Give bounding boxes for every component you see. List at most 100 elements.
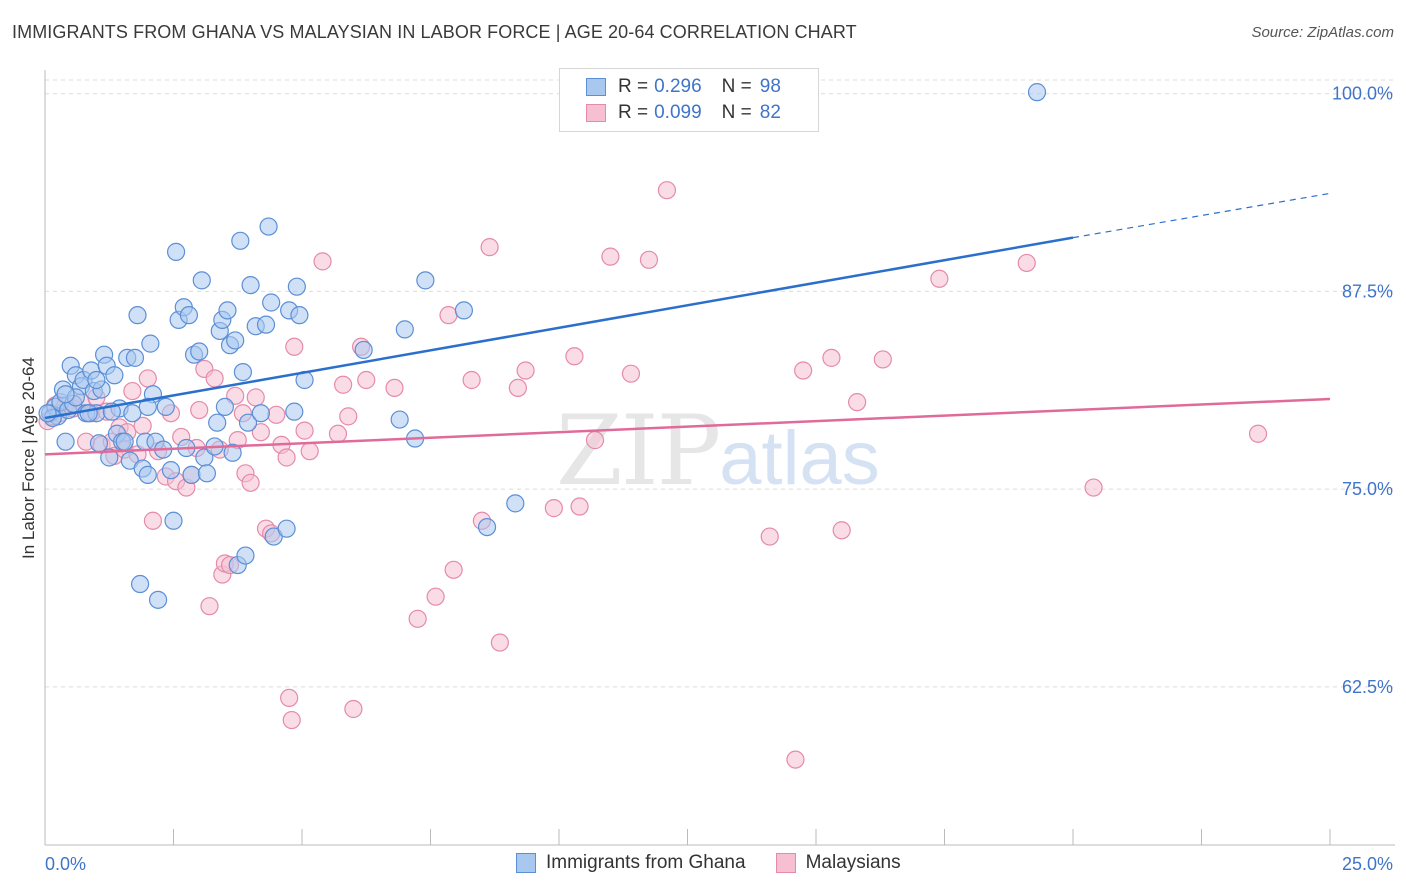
malaysians-point xyxy=(462,370,481,390)
ghana-point xyxy=(89,434,109,453)
legend-swatch-malaysians xyxy=(586,104,606,122)
malaysians-point xyxy=(357,370,376,390)
bottom-legend-swatch-malaysians xyxy=(775,853,796,873)
ghana-point xyxy=(1027,83,1047,102)
watermark: ZIPatlas xyxy=(556,395,880,507)
malaysians-point xyxy=(282,710,301,730)
y-tick-label: 62.5% xyxy=(1342,677,1393,697)
ghana-point xyxy=(182,465,201,484)
malaysians-point xyxy=(328,424,348,443)
ghana-point xyxy=(416,271,435,290)
malaysians-point xyxy=(930,269,949,288)
legend-r-label: R = xyxy=(618,76,649,97)
legend-row-ghana: R = 0.296 N = 98 xyxy=(586,75,781,99)
ghana-trend-line xyxy=(44,236,1074,420)
ghana-point xyxy=(87,370,106,390)
legend-n-label: N = xyxy=(721,76,752,97)
y-tick-label: 87.5% xyxy=(1342,281,1393,301)
ghana-point xyxy=(390,410,409,429)
ghana-point xyxy=(56,432,75,451)
malaysians-point xyxy=(439,306,458,325)
x-tick-label: 0.0% xyxy=(45,854,86,874)
ghana-point xyxy=(190,342,209,361)
malaysians-point xyxy=(200,597,219,616)
ghana-point xyxy=(164,511,183,530)
malaysians-point xyxy=(760,527,779,546)
ghana-point xyxy=(123,404,142,423)
legend-r-value: 0.296 xyxy=(654,76,702,97)
malaysians-point xyxy=(480,238,499,257)
malaysians-point xyxy=(205,369,224,388)
ghana-point xyxy=(215,397,234,416)
malaysians-point xyxy=(516,361,535,380)
ghana-point xyxy=(138,397,157,416)
ghana-point xyxy=(262,293,281,312)
malaysians-point xyxy=(190,400,209,420)
legend-n-label: N = xyxy=(721,102,752,123)
malaysians-point xyxy=(385,378,404,398)
malaysians-point xyxy=(1084,478,1103,497)
malaysians-point xyxy=(295,421,314,440)
bottom-legend: Immigrants from Ghana Malaysians xyxy=(516,852,931,874)
malaysians-point xyxy=(570,497,589,516)
ghana-point xyxy=(285,402,304,421)
ghana-point xyxy=(105,366,124,385)
ghana-point xyxy=(223,443,242,462)
malaysians-point xyxy=(848,393,867,412)
ghana-point xyxy=(115,432,134,451)
malaysians-point xyxy=(344,699,363,719)
ghana-point xyxy=(192,271,211,290)
bottom-legend-label-ghana: Immigrants from Ghana xyxy=(546,852,746,873)
source-label: Source: ZipAtlas.com xyxy=(1251,24,1394,41)
malaysians-point xyxy=(1248,424,1268,443)
ghana-point xyxy=(166,242,186,261)
legend: R = 0.296 N = 98 R = 0.099 N = 82 xyxy=(559,68,819,132)
watermark-zip: ZIP xyxy=(556,395,721,507)
malaysians-trend-line xyxy=(44,397,1331,456)
malaysians-point xyxy=(280,688,299,708)
malaysians-point xyxy=(444,560,463,579)
ghana-point xyxy=(208,413,227,432)
malaysians-point xyxy=(246,388,265,407)
watermark-atlas: atlas xyxy=(719,416,880,501)
ghana-point xyxy=(454,301,474,320)
ghana-point xyxy=(125,348,145,367)
malaysians-point xyxy=(226,386,245,405)
malaysians-point xyxy=(251,423,270,442)
ghana-point xyxy=(354,340,373,360)
ghana-point xyxy=(130,574,150,594)
malaysians-point xyxy=(143,511,163,530)
malaysians-point xyxy=(426,587,445,606)
ghana-point xyxy=(256,315,276,334)
malaysians-point xyxy=(508,378,527,398)
y-tick-label: 75.0% xyxy=(1342,479,1393,499)
ghana-point xyxy=(197,464,217,483)
ghana-point xyxy=(238,413,258,432)
malaysians-point xyxy=(138,369,157,388)
ghana-point xyxy=(128,306,147,325)
ghana-point xyxy=(277,519,296,538)
ghana-point xyxy=(79,404,98,423)
malaysians-point xyxy=(408,609,427,628)
malaysians-point xyxy=(822,348,841,367)
malaysians-point xyxy=(313,252,332,271)
y-tick-label: 100.0% xyxy=(1332,84,1393,104)
ghana-point xyxy=(477,517,497,537)
legend-r-value: 0.099 xyxy=(654,102,702,123)
chart-title: IMMIGRANTS FROM GHANA VS MALAYSIAN IN LA… xyxy=(12,22,857,42)
ghana-point xyxy=(259,217,278,236)
ghana-point xyxy=(506,494,525,513)
ghana-point xyxy=(226,331,245,350)
legend-swatch-ghana xyxy=(586,78,606,96)
ghana-point xyxy=(156,397,175,416)
ghana-point xyxy=(236,546,255,565)
legend-row-malaysians: R = 0.099 N = 82 xyxy=(586,101,781,125)
ghana-point xyxy=(100,448,119,467)
ghana-point xyxy=(290,306,309,325)
malaysians-point xyxy=(832,521,851,540)
malaysians-point xyxy=(339,407,358,426)
malaysians-point xyxy=(544,499,563,518)
x-tick-label: 25.0% xyxy=(1342,854,1393,874)
malaysians-point xyxy=(786,750,805,769)
